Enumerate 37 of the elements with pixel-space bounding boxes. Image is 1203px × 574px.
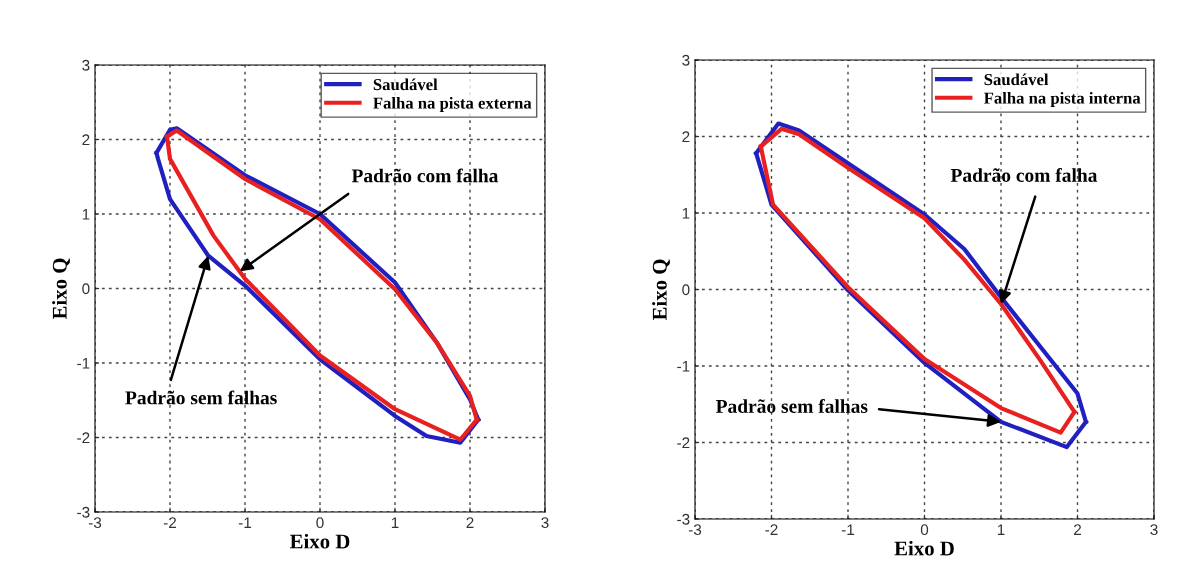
x-tick-label: 1 — [391, 517, 399, 528]
x-tick-label: -1 — [841, 524, 855, 535]
x-tick-label: 1 — [997, 524, 1005, 535]
y-tick-label: -2 — [77, 432, 90, 444]
y-tick-label: -1 — [77, 358, 90, 369]
y-axis-title: Eixo Q — [652, 259, 670, 321]
x-tick-label: 2 — [466, 517, 474, 528]
y-tick-label: 1 — [682, 208, 690, 219]
y-tick-label: 0 — [82, 283, 90, 295]
y-tick-label: 0 — [682, 284, 690, 296]
x-tick-label: 3 — [541, 517, 549, 529]
y-tick-label: 3 — [82, 59, 90, 71]
legend-label: Falha na pista externa — [373, 96, 532, 113]
x-tick-label: 0 — [920, 524, 929, 536]
annotation: Padrão com falha — [950, 168, 1098, 182]
x-tick-label: 3 — [1150, 524, 1158, 536]
y-tick-label: 3 — [682, 54, 690, 66]
x-tick-label: -2 — [765, 524, 778, 535]
y-tick-label: -2 — [677, 437, 690, 449]
y-tick-label: 1 — [82, 209, 90, 220]
legend-label: Saudável — [984, 73, 1049, 86]
x-tick-label: 0 — [316, 517, 324, 529]
x-tick-label: -2 — [163, 517, 177, 528]
annotation: Padrão sem falhas — [715, 399, 868, 413]
x-axis-title: Eixo D — [289, 533, 350, 549]
x-tick-label: -1 — [238, 517, 252, 528]
y-tick-label: -1 — [677, 361, 690, 372]
x-tick-label: 2 — [1074, 524, 1081, 535]
annotation: Padrão com falha — [351, 168, 499, 183]
annotation: Padrão sem falhas — [125, 390, 277, 405]
y-axis-title: Eixo Q — [52, 258, 70, 320]
legend-label: Saudável — [373, 78, 438, 91]
legend-label: Falha na pista interna — [983, 91, 1141, 108]
y-tick-label: -3 — [77, 506, 90, 518]
x-axis-title: Eixo D — [894, 540, 954, 556]
y-tick-label: 2 — [682, 131, 690, 143]
y-tick-label: 2 — [82, 134, 90, 146]
